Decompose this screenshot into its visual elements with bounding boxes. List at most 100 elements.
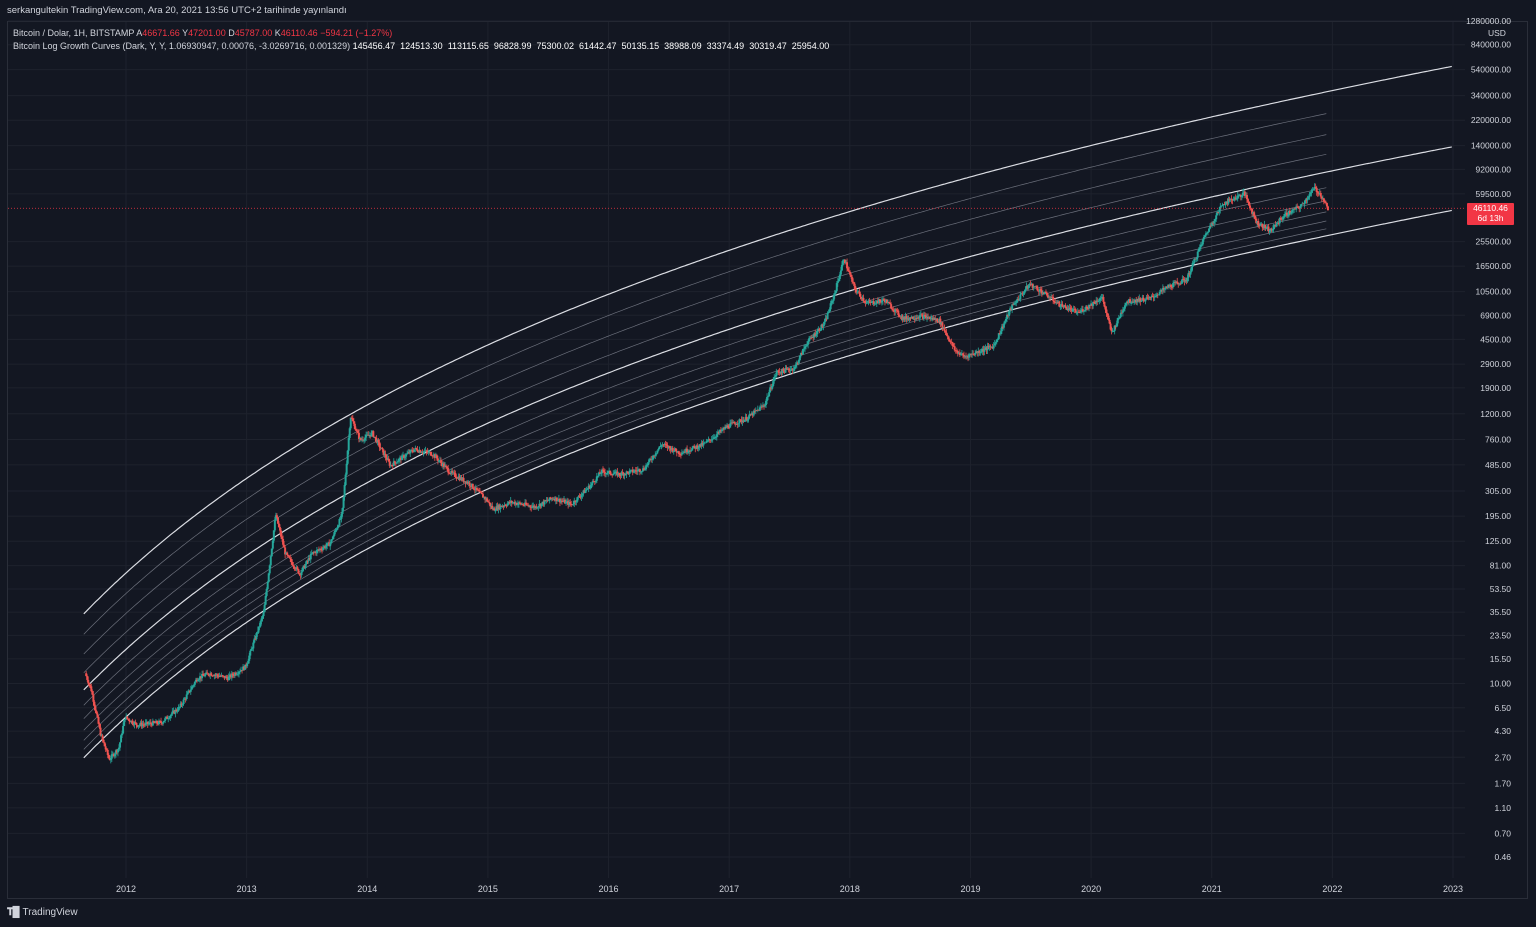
candle-body [242, 666, 245, 671]
candle-body [231, 673, 234, 676]
candle-body [705, 440, 708, 443]
candle-body [1164, 286, 1167, 288]
candle-body [1096, 300, 1099, 302]
candle-body [236, 673, 239, 675]
candle-body [88, 683, 91, 685]
candle-body [1101, 297, 1104, 298]
candle-body [641, 468, 644, 472]
indicator-legend[interactable]: Bitcoin Log Growth Curves (Dark, Y, Y, 1… [13, 41, 834, 51]
symbol-legend[interactable]: Bitcoin / Dolar, 1H, BITSTAMP A46671.66 … [13, 28, 392, 38]
candle-body [175, 709, 178, 712]
candle-body [962, 354, 965, 357]
candle-body [560, 500, 563, 502]
footer[interactable]: 𝐓█ TradingView [7, 907, 78, 918]
candle-body [1325, 203, 1328, 207]
candle-body [906, 318, 909, 320]
candle-body [246, 663, 249, 667]
candle-body [816, 331, 819, 335]
candle-body [719, 430, 722, 432]
candle-body [522, 504, 525, 506]
candle-body [321, 549, 324, 551]
candle-body [680, 453, 683, 455]
candle-body [1290, 212, 1293, 214]
candle-body [1024, 289, 1027, 292]
candle-body [523, 505, 526, 506]
candle-body [489, 502, 492, 507]
candle-body [1187, 272, 1190, 278]
candle-body [456, 477, 459, 479]
candle-body [1112, 331, 1115, 332]
candle-body [792, 369, 795, 371]
candle-body [1038, 289, 1041, 292]
candle-body [429, 451, 432, 456]
candle-body [1027, 285, 1030, 289]
candle-body [1143, 300, 1146, 302]
candle-body [935, 318, 938, 320]
candle-body [323, 546, 326, 548]
candle-body [938, 318, 941, 323]
candle-body [314, 551, 317, 554]
candle-body [420, 452, 423, 454]
candle-body [1315, 187, 1318, 193]
candle-body [964, 356, 967, 358]
candle-body [990, 346, 993, 348]
candle-body [940, 322, 943, 325]
candle-body [108, 758, 111, 761]
candle-body [850, 274, 853, 278]
candle-body [579, 496, 582, 498]
candle-body [1213, 221, 1216, 224]
candle-body [1278, 218, 1281, 224]
candle-body [858, 291, 861, 294]
candle-body [342, 497, 345, 508]
candle-body [460, 477, 463, 481]
candle-body [471, 483, 474, 489]
candle-body [197, 679, 200, 681]
candle-body [270, 548, 273, 557]
candle-body [294, 568, 297, 570]
candle-body [1125, 301, 1128, 304]
price-tick-label: 4500.00 [1480, 334, 1511, 344]
candle-body [1323, 201, 1326, 203]
candle-body [1106, 313, 1109, 316]
candle-body [526, 504, 529, 506]
candle-body [1004, 318, 1007, 322]
candle-body [1308, 194, 1311, 198]
candle-body [737, 423, 740, 425]
price-tick-label: 1.70 [1494, 778, 1511, 788]
candle-body [345, 463, 348, 475]
candle-body [1322, 198, 1325, 202]
candle-body [349, 417, 352, 429]
candle-body [1203, 235, 1206, 237]
candle-body [170, 714, 173, 716]
candle-body [1079, 310, 1082, 313]
candle-body [1317, 193, 1320, 195]
candle-body [676, 451, 679, 453]
candle-body [375, 437, 378, 443]
candle-body [574, 500, 577, 503]
candle-body [127, 718, 130, 720]
candle-body [698, 444, 701, 448]
candle-body [556, 500, 559, 502]
candle-body [746, 419, 749, 421]
candle-body [637, 469, 640, 471]
candle-body [139, 722, 142, 725]
candle-body [840, 264, 843, 271]
candle-body [502, 506, 505, 507]
candle-body [140, 722, 143, 727]
time-tick-label: 2020 [1081, 884, 1101, 894]
candle-body [809, 337, 812, 339]
candle-body [1067, 308, 1070, 311]
candle-body [892, 309, 895, 311]
candle-body [1191, 262, 1194, 267]
candle-body [1231, 199, 1234, 201]
candle-body [1266, 226, 1269, 228]
candle-body [1324, 202, 1327, 204]
candle-body [1188, 272, 1191, 275]
candle-body [1152, 296, 1155, 298]
candle-body [1091, 303, 1094, 306]
candle-body [1196, 251, 1199, 258]
candle-body [827, 311, 830, 314]
candle-body [220, 675, 223, 677]
candle-body [93, 701, 96, 707]
